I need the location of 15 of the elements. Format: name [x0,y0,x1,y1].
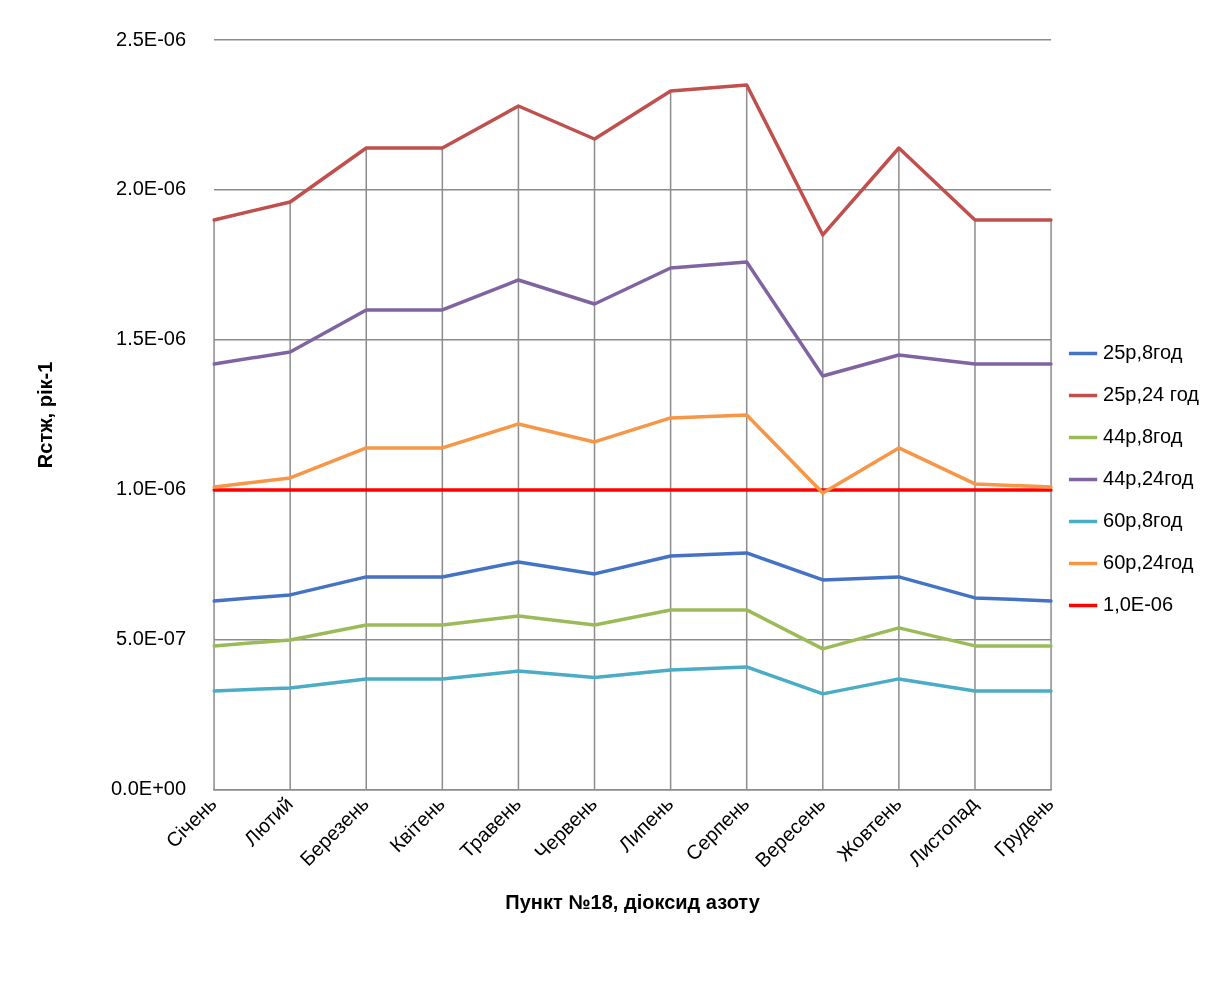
x-axis-title: Пункт №18, діоксид азоту [505,890,761,913]
y-tick-label: 1.5E-06 [116,327,187,350]
legend-label: 44р,8год [1103,425,1183,448]
legend-label: 25р,24 год [1103,383,1200,406]
y-tick-label: 5.0E-07 [116,627,187,650]
y-tick-label: 0.0E+00 [110,777,187,800]
y-tick-label: 1.0E-06 [116,477,187,500]
legend-label: 25р,8год [1103,341,1183,364]
y-axis-title: Rстж, рік-1 [33,361,56,469]
legend-label: 60р,8год [1103,509,1183,532]
legend-label: 44р,24год [1103,467,1194,490]
legend-label: 1,0E-06 [1103,593,1174,616]
legend-label: 60р,24год [1103,551,1194,574]
y-tick-label: 2.5E-06 [116,27,187,50]
y-tick-label: 2.0E-06 [116,177,187,200]
